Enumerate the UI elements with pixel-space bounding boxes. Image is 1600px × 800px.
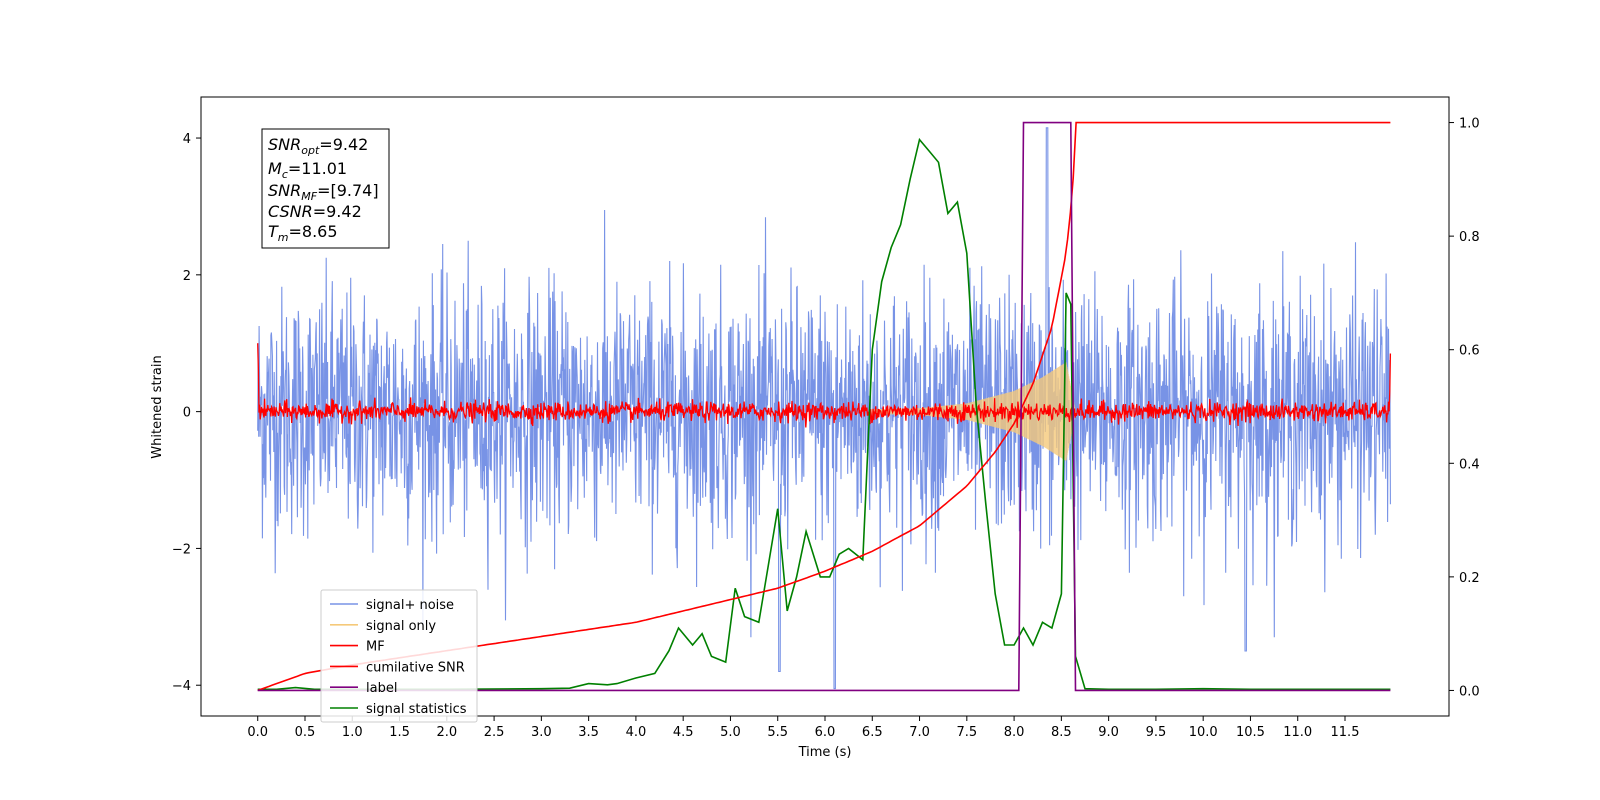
y-left-tick-label: −2	[172, 542, 191, 557]
y-right-tick-label: 0.6	[1459, 344, 1480, 359]
x-tick-label: 11.5	[1331, 725, 1360, 740]
x-tick-label: 5.5	[767, 725, 788, 740]
y-axis-label: Whitened strain	[150, 355, 165, 458]
series-label-line	[257, 121, 1391, 692]
x-tick-label: 4.5	[673, 725, 694, 740]
mc-annotation: Mc=11.01	[268, 159, 347, 181]
y-left-tick-label: −4	[172, 679, 191, 694]
x-tick-label: 9.0	[1098, 725, 1119, 740]
x-tick-label: 1.5	[389, 725, 410, 740]
series-mf-line	[257, 343, 1392, 428]
y-axis-left: −4 −2 0 2 4	[172, 132, 201, 694]
series-signal-statistics-line	[257, 137, 1391, 691]
stats-annotation-box: SNRopt=9.42 Mc=11.01 SNRMF=[9.74] CSNR=9…	[261, 128, 390, 249]
x-tick-label: 9.5	[1146, 725, 1167, 740]
legend-entry-label: signal only	[366, 619, 436, 634]
x-tick-label: 11.0	[1283, 725, 1312, 740]
y-right-tick-label: 1.0	[1459, 117, 1480, 132]
x-tick-label: 4.0	[626, 725, 647, 740]
y-left-tick-label: 4	[183, 132, 191, 147]
x-tick-label: 8.0	[1004, 725, 1025, 740]
legend-entry-label: cumilative SNR	[366, 660, 465, 675]
x-axis-label: Time (s)	[798, 745, 852, 760]
x-tick-label: 2.5	[484, 725, 505, 740]
x-tick-label: 10.0	[1189, 725, 1218, 740]
x-axis: 0.0 0.5 1.0 1.5 2.0 2.5 3.0 3.5 4.0 4.5 5.0 5.5 6.0 6…	[247, 716, 1359, 740]
series-signal-noise-line	[257, 127, 1391, 690]
x-tick-label: 1.0	[342, 725, 363, 740]
x-tick-label: 6.5	[862, 725, 883, 740]
x-tick-label: 8.5	[1051, 725, 1072, 740]
y-right-tick-label: 0.0	[1459, 684, 1480, 699]
tm-annotation: Tm=8.65	[268, 222, 338, 244]
legend: signal+ noise signal only MF cumilative SNR…	[320, 589, 478, 723]
x-tick-label: 0.5	[295, 725, 316, 740]
x-tick-label: 7.5	[956, 725, 977, 740]
y-right-tick-label: 0.4	[1459, 457, 1480, 472]
x-tick-label: 2.0	[436, 725, 457, 740]
legend-entry-label: MF	[366, 640, 385, 655]
x-tick-label: 7.0	[909, 725, 930, 740]
y-left-tick-label: 0	[183, 406, 191, 421]
snr-mf-annotation: SNRMF=[9.74]	[268, 181, 379, 203]
x-tick-label: 6.0	[815, 725, 836, 740]
legend-entry-label: label	[366, 681, 397, 696]
x-tick-label: 5.0	[720, 725, 741, 740]
y-right-tick-label: 0.8	[1459, 230, 1480, 245]
y-right-tick-label: 0.2	[1459, 571, 1480, 586]
y-left-tick-label: 2	[183, 269, 191, 284]
y-axis-right: 0.0 0.2 0.4 0.6 0.8 1.0	[1449, 117, 1480, 699]
x-tick-label: 10.5	[1236, 725, 1265, 740]
legend-entry-label: signal statistics	[366, 702, 467, 717]
x-tick-label: 3.5	[578, 725, 599, 740]
legend-entry-label: signal+ noise	[366, 598, 454, 613]
csnr-annotation: CSNR=9.42	[268, 202, 362, 221]
snr-opt-annotation: SNRopt=9.42	[268, 135, 368, 157]
x-tick-label: 0.0	[247, 725, 268, 740]
x-tick-label: 3.0	[531, 725, 552, 740]
